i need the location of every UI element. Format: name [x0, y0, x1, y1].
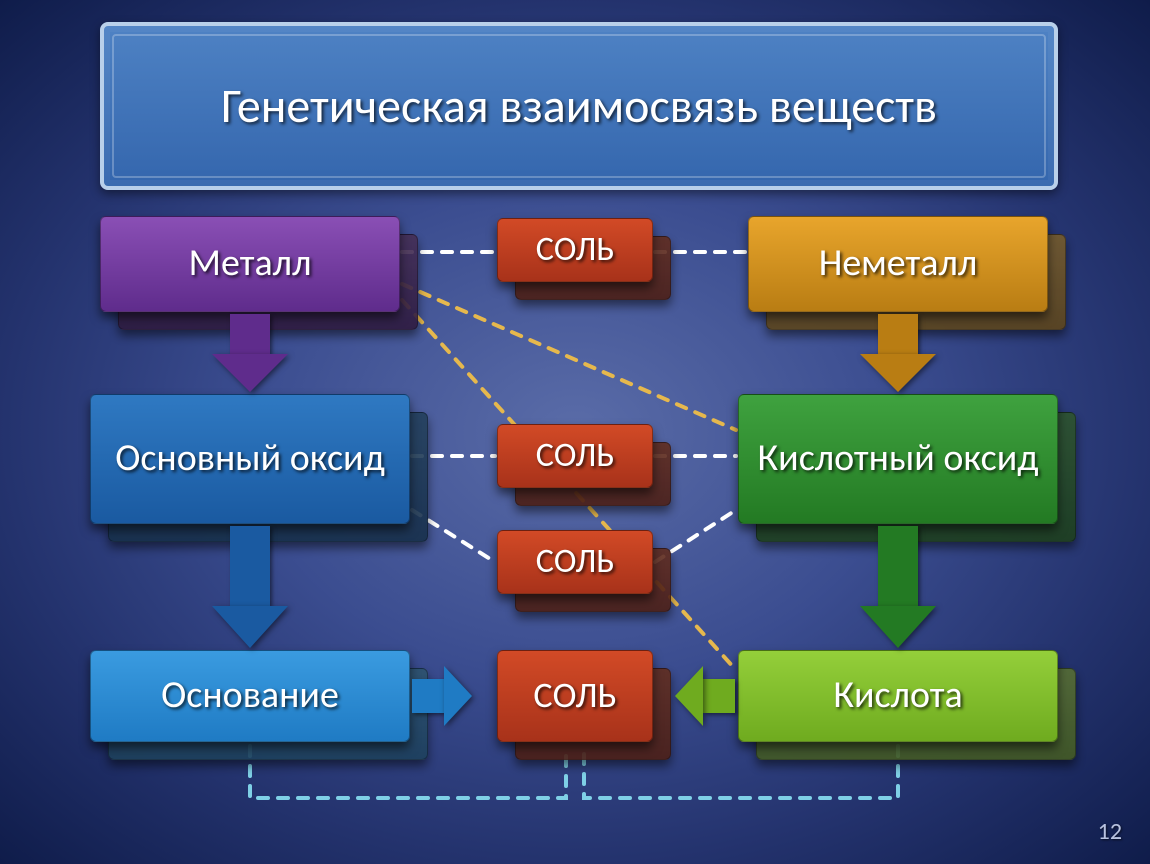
node-basic_oxide: Основный оксид	[90, 394, 410, 524]
node-salt4: СОЛЬ	[497, 650, 653, 742]
node-nonmetal: Неметалл	[748, 216, 1048, 312]
page-number: 12	[1098, 817, 1122, 846]
node-acid_oxide: Кислотный оксид	[738, 394, 1058, 524]
dashed-line-6	[402, 284, 736, 430]
node-salt1: СОЛЬ	[497, 218, 653, 282]
node-acid: Кислота	[738, 650, 1058, 742]
node-salt2: СОЛЬ	[497, 424, 653, 488]
node-base: Основание	[90, 650, 410, 742]
node-metal: Металл	[100, 216, 400, 312]
diagram-title: Генетическая взаимосвязь веществ	[201, 78, 957, 133]
diagram-title-box: Генетическая взаимосвязь веществ	[100, 22, 1058, 190]
node-salt3: СОЛЬ	[497, 530, 653, 594]
